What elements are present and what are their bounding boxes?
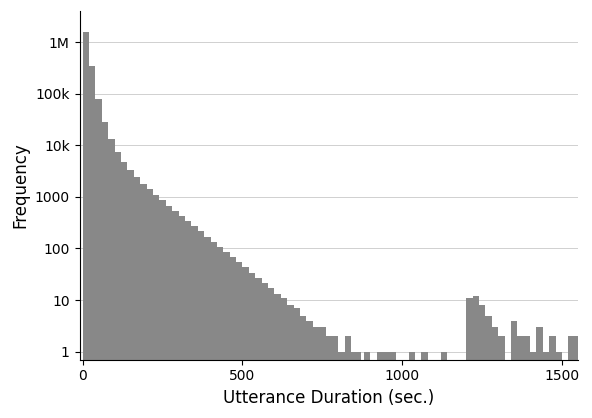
Bar <box>466 298 472 418</box>
Bar <box>211 242 217 418</box>
Bar <box>408 352 415 418</box>
Bar <box>326 336 332 418</box>
Bar <box>511 321 517 418</box>
Bar <box>185 221 191 418</box>
Bar <box>364 352 371 418</box>
Bar <box>549 336 556 418</box>
Bar <box>159 200 166 418</box>
Bar <box>140 184 147 418</box>
Bar <box>377 352 383 418</box>
Bar <box>275 294 281 418</box>
Bar <box>536 327 543 418</box>
X-axis label: Utterance Duration (sec.): Utterance Duration (sec.) <box>223 389 435 407</box>
Bar <box>485 316 492 418</box>
Bar <box>422 352 428 418</box>
Bar <box>217 247 223 418</box>
Bar <box>121 162 127 418</box>
Bar <box>179 216 185 418</box>
Bar <box>102 122 108 418</box>
Bar <box>345 336 351 418</box>
Bar <box>223 252 230 418</box>
Bar <box>364 352 371 418</box>
Bar <box>307 321 313 418</box>
Bar <box>108 140 115 418</box>
Bar <box>575 336 581 418</box>
Bar <box>249 273 255 418</box>
Bar <box>479 305 485 418</box>
Bar <box>383 352 390 418</box>
Bar <box>236 262 243 418</box>
Bar <box>472 296 479 418</box>
Bar <box>134 177 140 418</box>
Bar <box>204 237 211 418</box>
Bar <box>230 257 236 418</box>
Bar <box>262 283 268 418</box>
Bar <box>556 352 562 418</box>
Bar <box>355 352 361 418</box>
Bar <box>390 352 396 418</box>
Bar <box>351 352 358 418</box>
Bar <box>287 305 294 418</box>
Bar <box>172 211 179 418</box>
Bar <box>294 308 300 418</box>
Bar <box>530 352 536 418</box>
Bar <box>568 336 575 418</box>
Bar <box>243 268 249 418</box>
Bar <box>166 206 172 418</box>
Bar <box>191 226 198 418</box>
Bar <box>332 336 339 418</box>
Bar <box>89 66 95 418</box>
Bar <box>127 170 134 418</box>
Bar <box>255 278 262 418</box>
Bar <box>556 352 562 418</box>
Bar <box>281 298 287 418</box>
Bar <box>492 327 498 418</box>
Bar <box>524 336 530 418</box>
Bar <box>300 316 307 418</box>
Bar <box>313 327 319 418</box>
Bar <box>319 327 326 418</box>
Bar <box>153 195 159 418</box>
Bar <box>440 352 447 418</box>
Bar <box>147 189 153 418</box>
Bar <box>95 99 102 418</box>
Y-axis label: Frequency: Frequency <box>11 143 29 228</box>
Bar <box>339 352 345 418</box>
Bar <box>83 32 89 418</box>
Bar <box>115 152 121 418</box>
Bar <box>485 352 492 418</box>
Bar <box>543 352 549 418</box>
Bar <box>517 336 524 418</box>
Bar <box>198 231 204 418</box>
Bar <box>268 288 275 418</box>
Bar <box>498 336 504 418</box>
